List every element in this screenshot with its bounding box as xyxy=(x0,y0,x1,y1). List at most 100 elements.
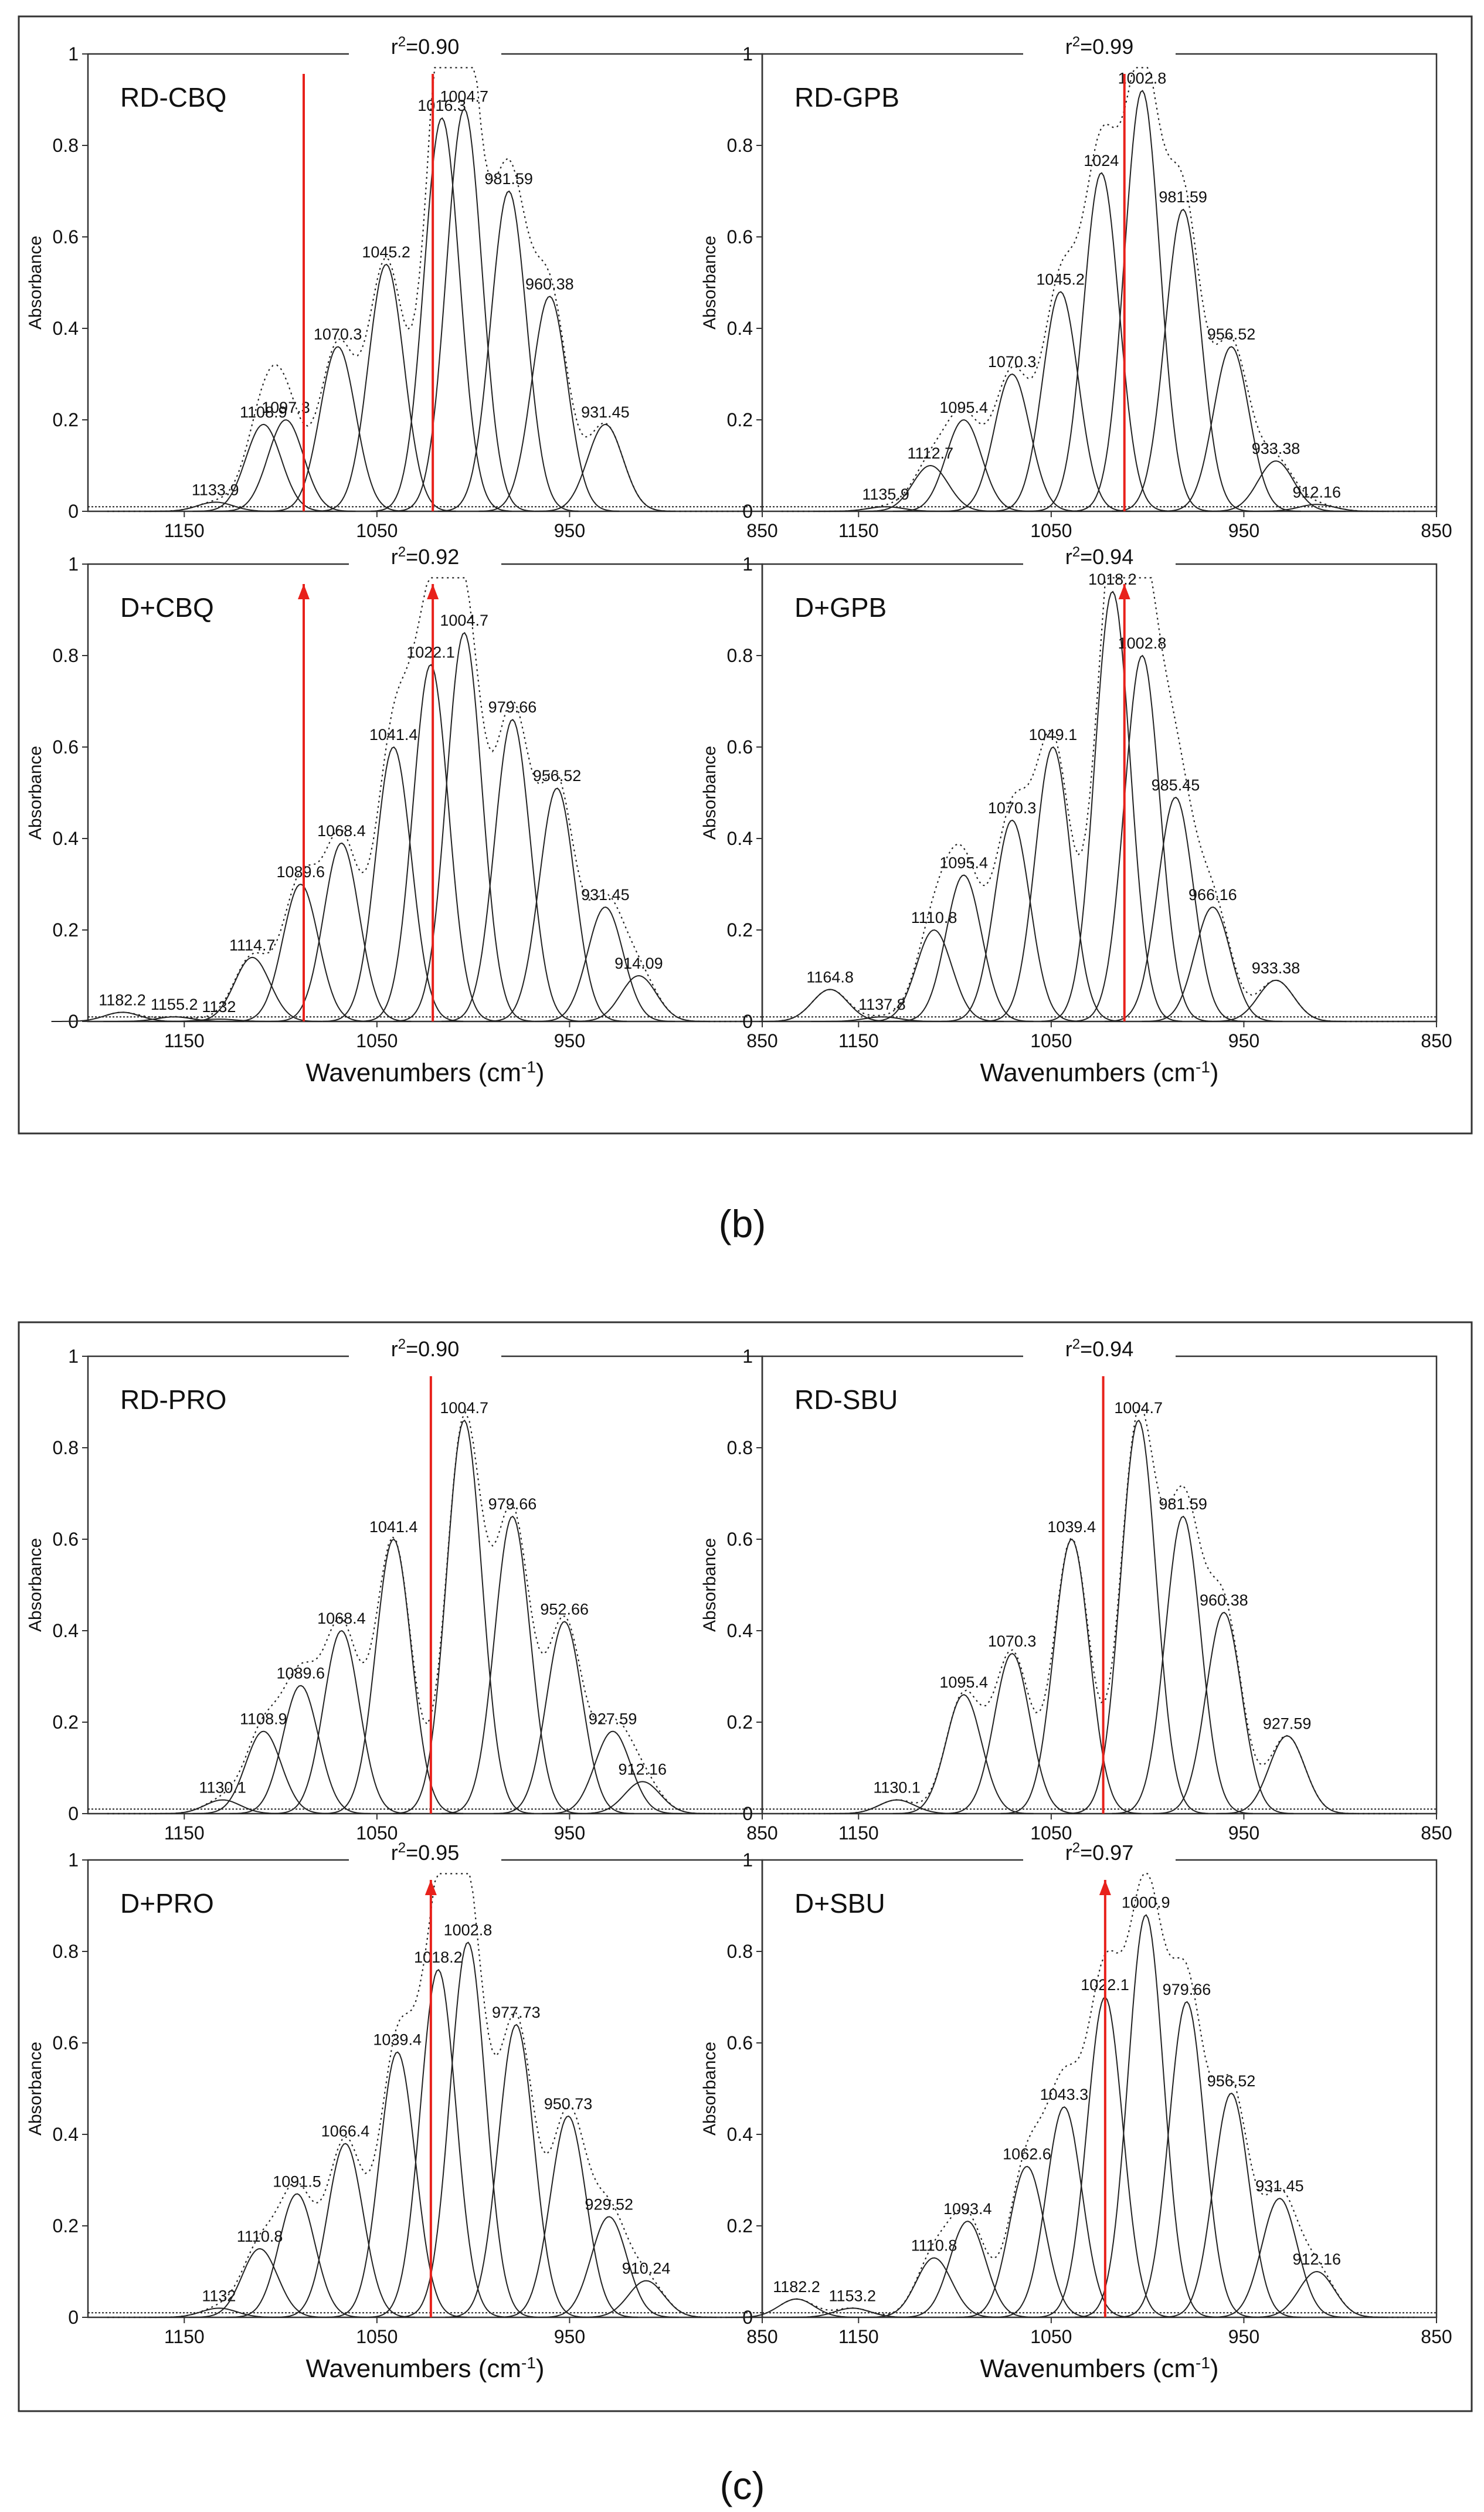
envelope-curve xyxy=(107,67,743,512)
band-label: 1132 xyxy=(202,998,236,1016)
band-curve xyxy=(1205,460,1346,512)
band-curve xyxy=(1153,1611,1294,1814)
band-label: 1114.7 xyxy=(229,936,276,954)
band-label: 1112.7 xyxy=(908,444,954,462)
x-tick-label: 1050 xyxy=(356,2326,398,2347)
band-curve xyxy=(1000,1538,1142,1814)
x-tick-label: 1150 xyxy=(164,2326,205,2347)
band-curve xyxy=(826,1799,967,1814)
band-curve xyxy=(478,296,620,512)
band-label: 1153.2 xyxy=(828,2287,876,2304)
band-label: 1135.9 xyxy=(862,486,909,503)
band-label: 1070.3 xyxy=(314,325,362,343)
y-tick-label: 0.4 xyxy=(727,1620,753,1641)
band-label: 914.09 xyxy=(614,955,663,972)
chart-panel-rd-sbu: 0 0.2 0.4 0.6 0.8 1 1150 1050 950 850 Absorbance r2… xyxy=(700,1336,1452,1844)
band-curve xyxy=(215,419,356,512)
x-tick-label: 950 xyxy=(554,1822,585,1844)
band-curve xyxy=(148,1019,289,1022)
band-label: 1004.7 xyxy=(1114,1399,1163,1417)
band-curve xyxy=(103,1016,244,1022)
band-curve xyxy=(534,423,675,512)
x-tick-label: 1050 xyxy=(1030,520,1072,541)
band-curve xyxy=(941,1653,1082,1814)
y-tick-label: 1 xyxy=(68,1346,79,1367)
x-tick-label: 850 xyxy=(1421,520,1452,541)
y-tick-label: 1 xyxy=(68,554,79,575)
band-curve xyxy=(859,464,1000,512)
chart-panel-rd-gpb: 0 0.2 0.4 0.6 0.8 1 1150 1050 950 850 Absorbance r2… xyxy=(700,34,1452,542)
x-tick-label: 850 xyxy=(1421,2326,1452,2347)
r2-label: r2=0.99 xyxy=(1065,34,1133,59)
band-label: 927.59 xyxy=(1263,1715,1312,1732)
band-label: 1045.2 xyxy=(362,243,410,261)
band-label: 1164.8 xyxy=(806,968,854,986)
x-tick-label: 1150 xyxy=(838,520,879,541)
envelope-curve xyxy=(781,1873,1418,2318)
band-curve xyxy=(568,975,709,1022)
r2-backing xyxy=(1023,36,1176,62)
band-curve xyxy=(144,501,286,512)
y-tick-label: 0.4 xyxy=(53,318,79,339)
band-curve xyxy=(896,2221,1038,2318)
r2-label: r2=0.92 xyxy=(391,544,459,569)
x-tick-label: 850 xyxy=(746,1030,777,1051)
plot-area-frame xyxy=(87,53,763,512)
band-curve xyxy=(1030,172,1171,512)
band-label: 981.59 xyxy=(484,170,533,188)
x-tick-label: 850 xyxy=(746,2326,777,2347)
band-label: 1068.4 xyxy=(317,822,366,840)
x-tick-label: 850 xyxy=(746,1822,777,1844)
band-label: 1089.6 xyxy=(276,863,325,881)
band-label: 912.16 xyxy=(618,1760,667,1778)
band-curve xyxy=(229,884,371,1022)
marker-arrowhead xyxy=(427,584,439,599)
x-tick-label: 950 xyxy=(1228,520,1259,541)
r2-backing xyxy=(349,36,501,62)
panel-title: D+CBQ xyxy=(120,592,214,623)
band-label: 1002.8 xyxy=(444,1921,493,1939)
marker-arrowhead xyxy=(1099,1880,1111,1895)
band-curve xyxy=(1205,979,1346,1022)
band-label: 1095.4 xyxy=(939,1673,988,1691)
band-curve xyxy=(538,2216,679,2318)
band-label: 1108.9 xyxy=(240,1710,287,1728)
envelope-curve xyxy=(781,67,1418,512)
band-label: 1018.2 xyxy=(1088,571,1137,588)
band-curve xyxy=(442,719,582,1022)
y-tick-label: 0.2 xyxy=(53,2215,79,2236)
band-curve xyxy=(326,2051,467,2318)
band-label: 1043.3 xyxy=(1040,2086,1089,2103)
band-label: 927.59 xyxy=(589,1710,637,1728)
r2-label: r2=0.90 xyxy=(391,34,459,59)
band-label: 1070.3 xyxy=(988,799,1037,817)
y-tick-label: 0.4 xyxy=(53,1620,79,1641)
band-label: 1000.9 xyxy=(1122,1894,1170,1912)
band-label: 931.45 xyxy=(581,403,630,421)
x-tick-label: 850 xyxy=(746,520,777,541)
band-label: 1070.3 xyxy=(988,1632,1037,1650)
y-tick-label: 0 xyxy=(68,2307,79,2328)
band-label: 1089.6 xyxy=(276,1665,325,1682)
plot-area-frame xyxy=(761,1859,1438,2318)
band-curve xyxy=(1071,90,1212,512)
band-curve xyxy=(1067,1419,1208,1814)
band-label: 1045.2 xyxy=(1036,271,1085,288)
panel-title: RD-SBU xyxy=(794,1384,898,1415)
y-tick-label: 0.6 xyxy=(53,226,79,247)
x-tick-label: 950 xyxy=(554,520,585,541)
band-curve xyxy=(322,1538,464,1814)
band-curve xyxy=(445,2024,586,2318)
envelope-curve xyxy=(781,577,1418,1023)
band-label: 1041.4 xyxy=(369,726,418,744)
y-tick-label: 1 xyxy=(742,1849,753,1871)
x-tick-label: 1050 xyxy=(1030,2326,1072,2347)
band-curve xyxy=(371,117,512,512)
y-axis-label: Absorbance xyxy=(26,1538,45,1632)
band-curve xyxy=(534,906,675,1022)
y-tick-label: 0.8 xyxy=(53,135,79,156)
y-axis-label: Absorbance xyxy=(26,2042,45,2136)
chart-panel-dplus-gpb: 0 0.2 0.4 0.6 0.8 1 1150 1050 950 850 Absorbance Wa… xyxy=(700,544,1452,1088)
r2-label: r2=0.95 xyxy=(391,1840,459,1865)
